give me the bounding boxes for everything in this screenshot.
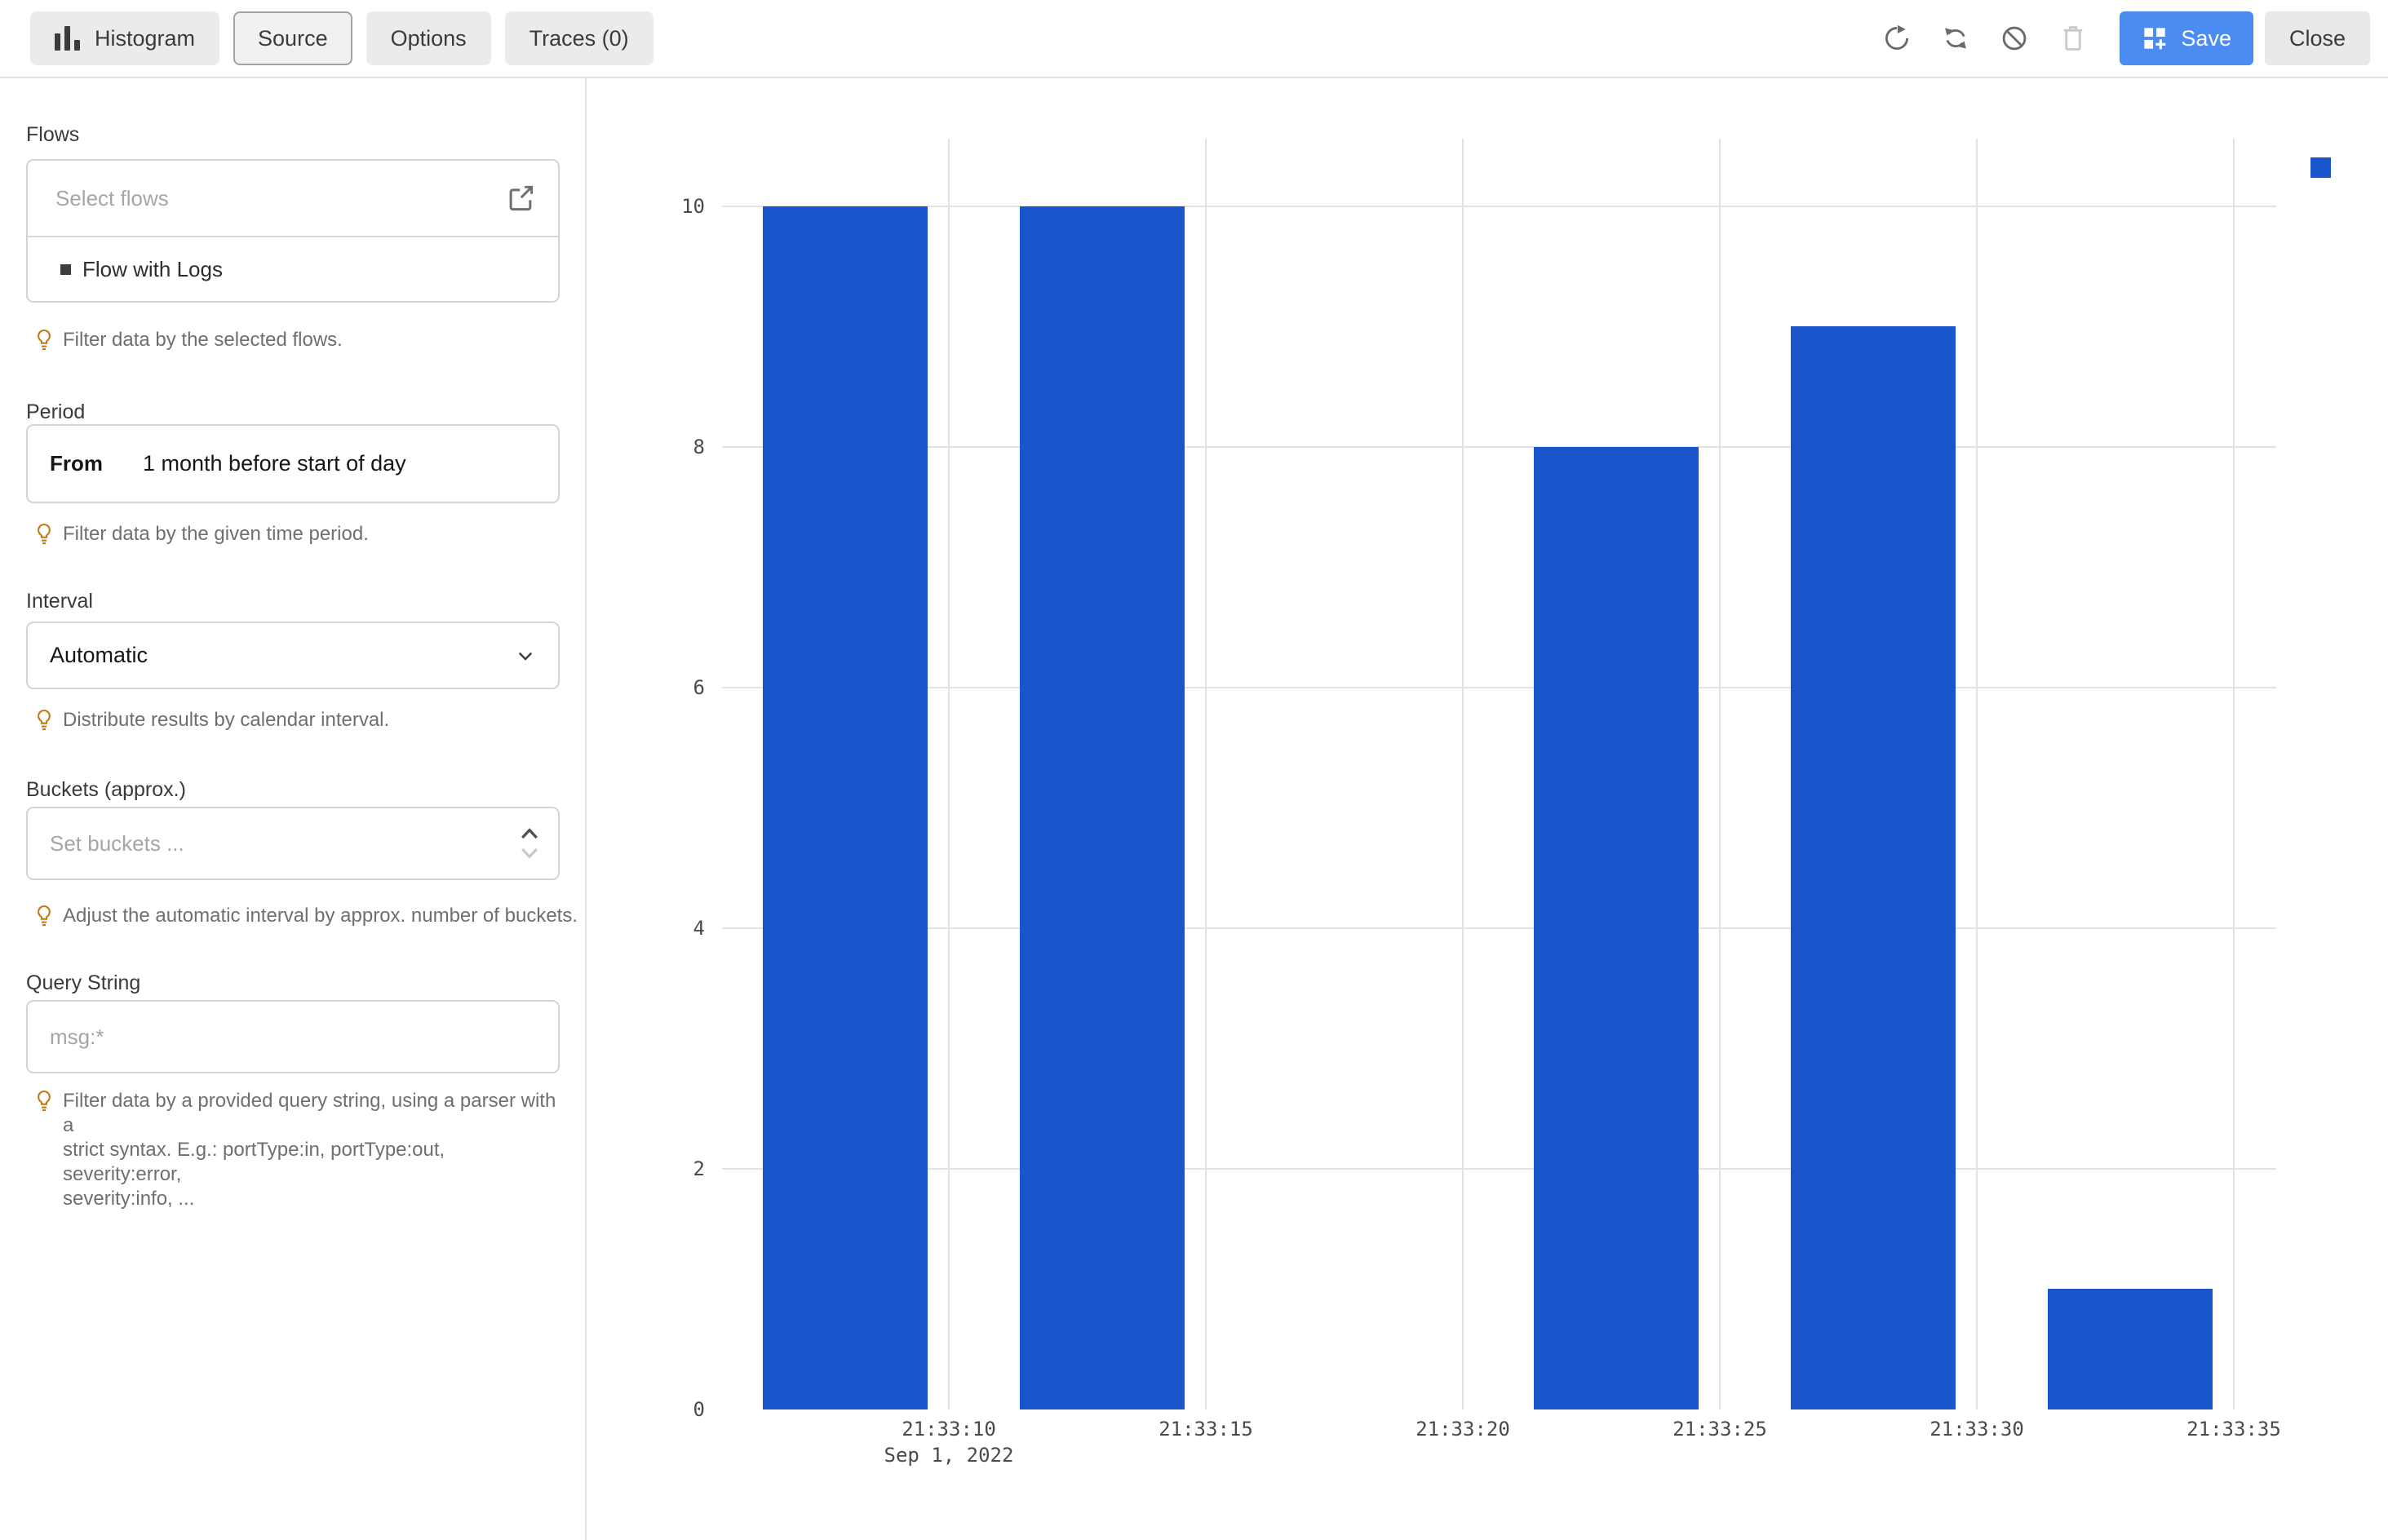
x-tick-label: 21:33:10 (902, 1418, 996, 1440)
x-tick-label: 21:33:30 (1929, 1418, 2024, 1440)
x-gridline (1462, 139, 1464, 1409)
stepper-down-icon[interactable] (517, 843, 542, 863)
y-tick-label: 6 (693, 676, 705, 699)
save-label: Save (2181, 25, 2231, 51)
flows-hint: Filter data by the selected flows. (26, 328, 560, 352)
y-tick-label: 0 (693, 1398, 705, 1421)
flows-field: Flow with Logs (26, 159, 560, 303)
buckets-hint-text: Adjust the automatic interval by approx.… (63, 905, 578, 927)
x-gridline (1719, 139, 1721, 1409)
period-from-value: 1 month before start of day (143, 451, 406, 476)
query-string-input[interactable] (50, 1024, 542, 1050)
tab-source[interactable]: Source (233, 11, 352, 65)
flow-bullet-icon (60, 263, 71, 275)
lightbulb-icon (38, 329, 51, 351)
lightbulb-icon (38, 709, 51, 731)
x-gridline (948, 139, 950, 1409)
close-label: Close (2288, 25, 2346, 51)
x-tick-label: 21:33:25 (1672, 1418, 1767, 1440)
period-field[interactable]: From 1 month before start of day (26, 424, 560, 503)
ban-icon (2003, 26, 2027, 51)
query-field (26, 1000, 560, 1073)
source-settings-panel: Flows Flow with Logs (0, 78, 587, 1540)
buckets-hint: Adjust the automatic interval by approx.… (26, 904, 578, 928)
histogram-bar (763, 206, 928, 1409)
grid-plus-icon (2144, 28, 2166, 50)
x-gridline (1205, 139, 1207, 1409)
flows-section-label: Flows (26, 123, 80, 146)
toolbar: Histogram Source Options Traces (0) (0, 0, 2388, 78)
period-hint-text: Filter data by the given time period. (63, 523, 369, 545)
legend-swatch[interactable] (2310, 157, 2331, 178)
query-hint-text: Filter data by a provided query string, … (63, 1090, 556, 1210)
toolbar-tabs: Histogram Source Options Traces (0) (30, 11, 653, 65)
query-hint: Filter data by a provided query string, … (26, 1089, 560, 1211)
buckets-field (26, 807, 560, 880)
interval-hint: Distribute results by calendar interval. (26, 708, 560, 732)
x-axis-date-label: Sep 1, 2022 (884, 1444, 1014, 1467)
period-hint: Filter data by the given time period. (26, 522, 560, 547)
refresh-icon (1885, 24, 1909, 51)
renew-button[interactable] (1932, 15, 1979, 62)
period-from-label: From (50, 451, 103, 476)
launch-icon (509, 185, 534, 211)
refresh-button[interactable] (1873, 15, 1921, 62)
y-gridline (722, 206, 2276, 207)
delete-button[interactable] (2049, 15, 2097, 62)
tab-traces[interactable]: Traces (0) (504, 11, 653, 65)
y-gridline (722, 446, 2276, 448)
tab-histogram[interactable]: Histogram (30, 11, 220, 65)
selected-flow-label: Flow with Logs (82, 256, 223, 281)
period-section-label: Period (26, 400, 86, 423)
tab-histogram-label: Histogram (95, 25, 196, 51)
interval-section-label: Interval (26, 590, 93, 613)
selected-flow-item[interactable]: Flow with Logs (28, 237, 558, 301)
open-flows-button[interactable] (503, 180, 538, 216)
lightbulb-icon (38, 1090, 51, 1112)
histogram-bar (2048, 1289, 2213, 1409)
x-tick-label: 21:33:35 (2186, 1418, 2281, 1440)
stepper-up-icon[interactable] (517, 824, 542, 843)
interval-value: Automatic (50, 643, 148, 667)
flows-hint-text: Filter data by the selected flows. (63, 329, 343, 351)
y-gridline (722, 1168, 2276, 1170)
histogram-bar (1791, 326, 1956, 1409)
y-tick-label: 8 (693, 436, 705, 458)
x-tick-label: 21:33:15 (1159, 1418, 1253, 1440)
y-tick-label: 10 (681, 195, 705, 218)
buckets-input[interactable] (50, 830, 517, 856)
trash-icon (2064, 26, 2083, 51)
buckets-section-label: Buckets (approx.) (26, 778, 186, 801)
query-section-label: Query String (26, 971, 141, 994)
lightbulb-icon (38, 905, 51, 927)
tab-options-label: Options (390, 25, 467, 51)
toolbar-actions: Save Close (1873, 11, 2370, 65)
renew-icon (1945, 28, 1967, 49)
x-tick-label: 21:33:20 (1416, 1418, 1510, 1440)
y-tick-label: 2 (693, 1157, 705, 1180)
tab-source-label: Source (258, 25, 328, 51)
interval-select[interactable]: Automatic (26, 622, 560, 689)
x-gridline (1976, 139, 1978, 1409)
chevron-down-icon (518, 652, 533, 661)
histogram-bars-icon (55, 26, 80, 51)
close-button[interactable]: Close (2264, 11, 2370, 65)
histogram-bar (1020, 206, 1185, 1409)
tab-options[interactable]: Options (366, 11, 491, 65)
interval-hint-text: Distribute results by calendar interval. (63, 709, 390, 731)
flows-select-row[interactable] (28, 161, 558, 237)
y-tick-label: 4 (693, 917, 705, 940)
x-gridline (2233, 139, 2235, 1409)
y-gridline (722, 927, 2276, 929)
lightbulb-icon (38, 523, 51, 545)
y-gridline (722, 687, 2276, 688)
select-flows-input[interactable] (55, 185, 503, 211)
buckets-stepper (517, 824, 542, 863)
tab-traces-label: Traces (0) (529, 25, 629, 51)
save-button[interactable]: Save (2120, 11, 2253, 65)
histogram-bar (1534, 447, 1699, 1409)
ban-button[interactable] (1991, 15, 2038, 62)
